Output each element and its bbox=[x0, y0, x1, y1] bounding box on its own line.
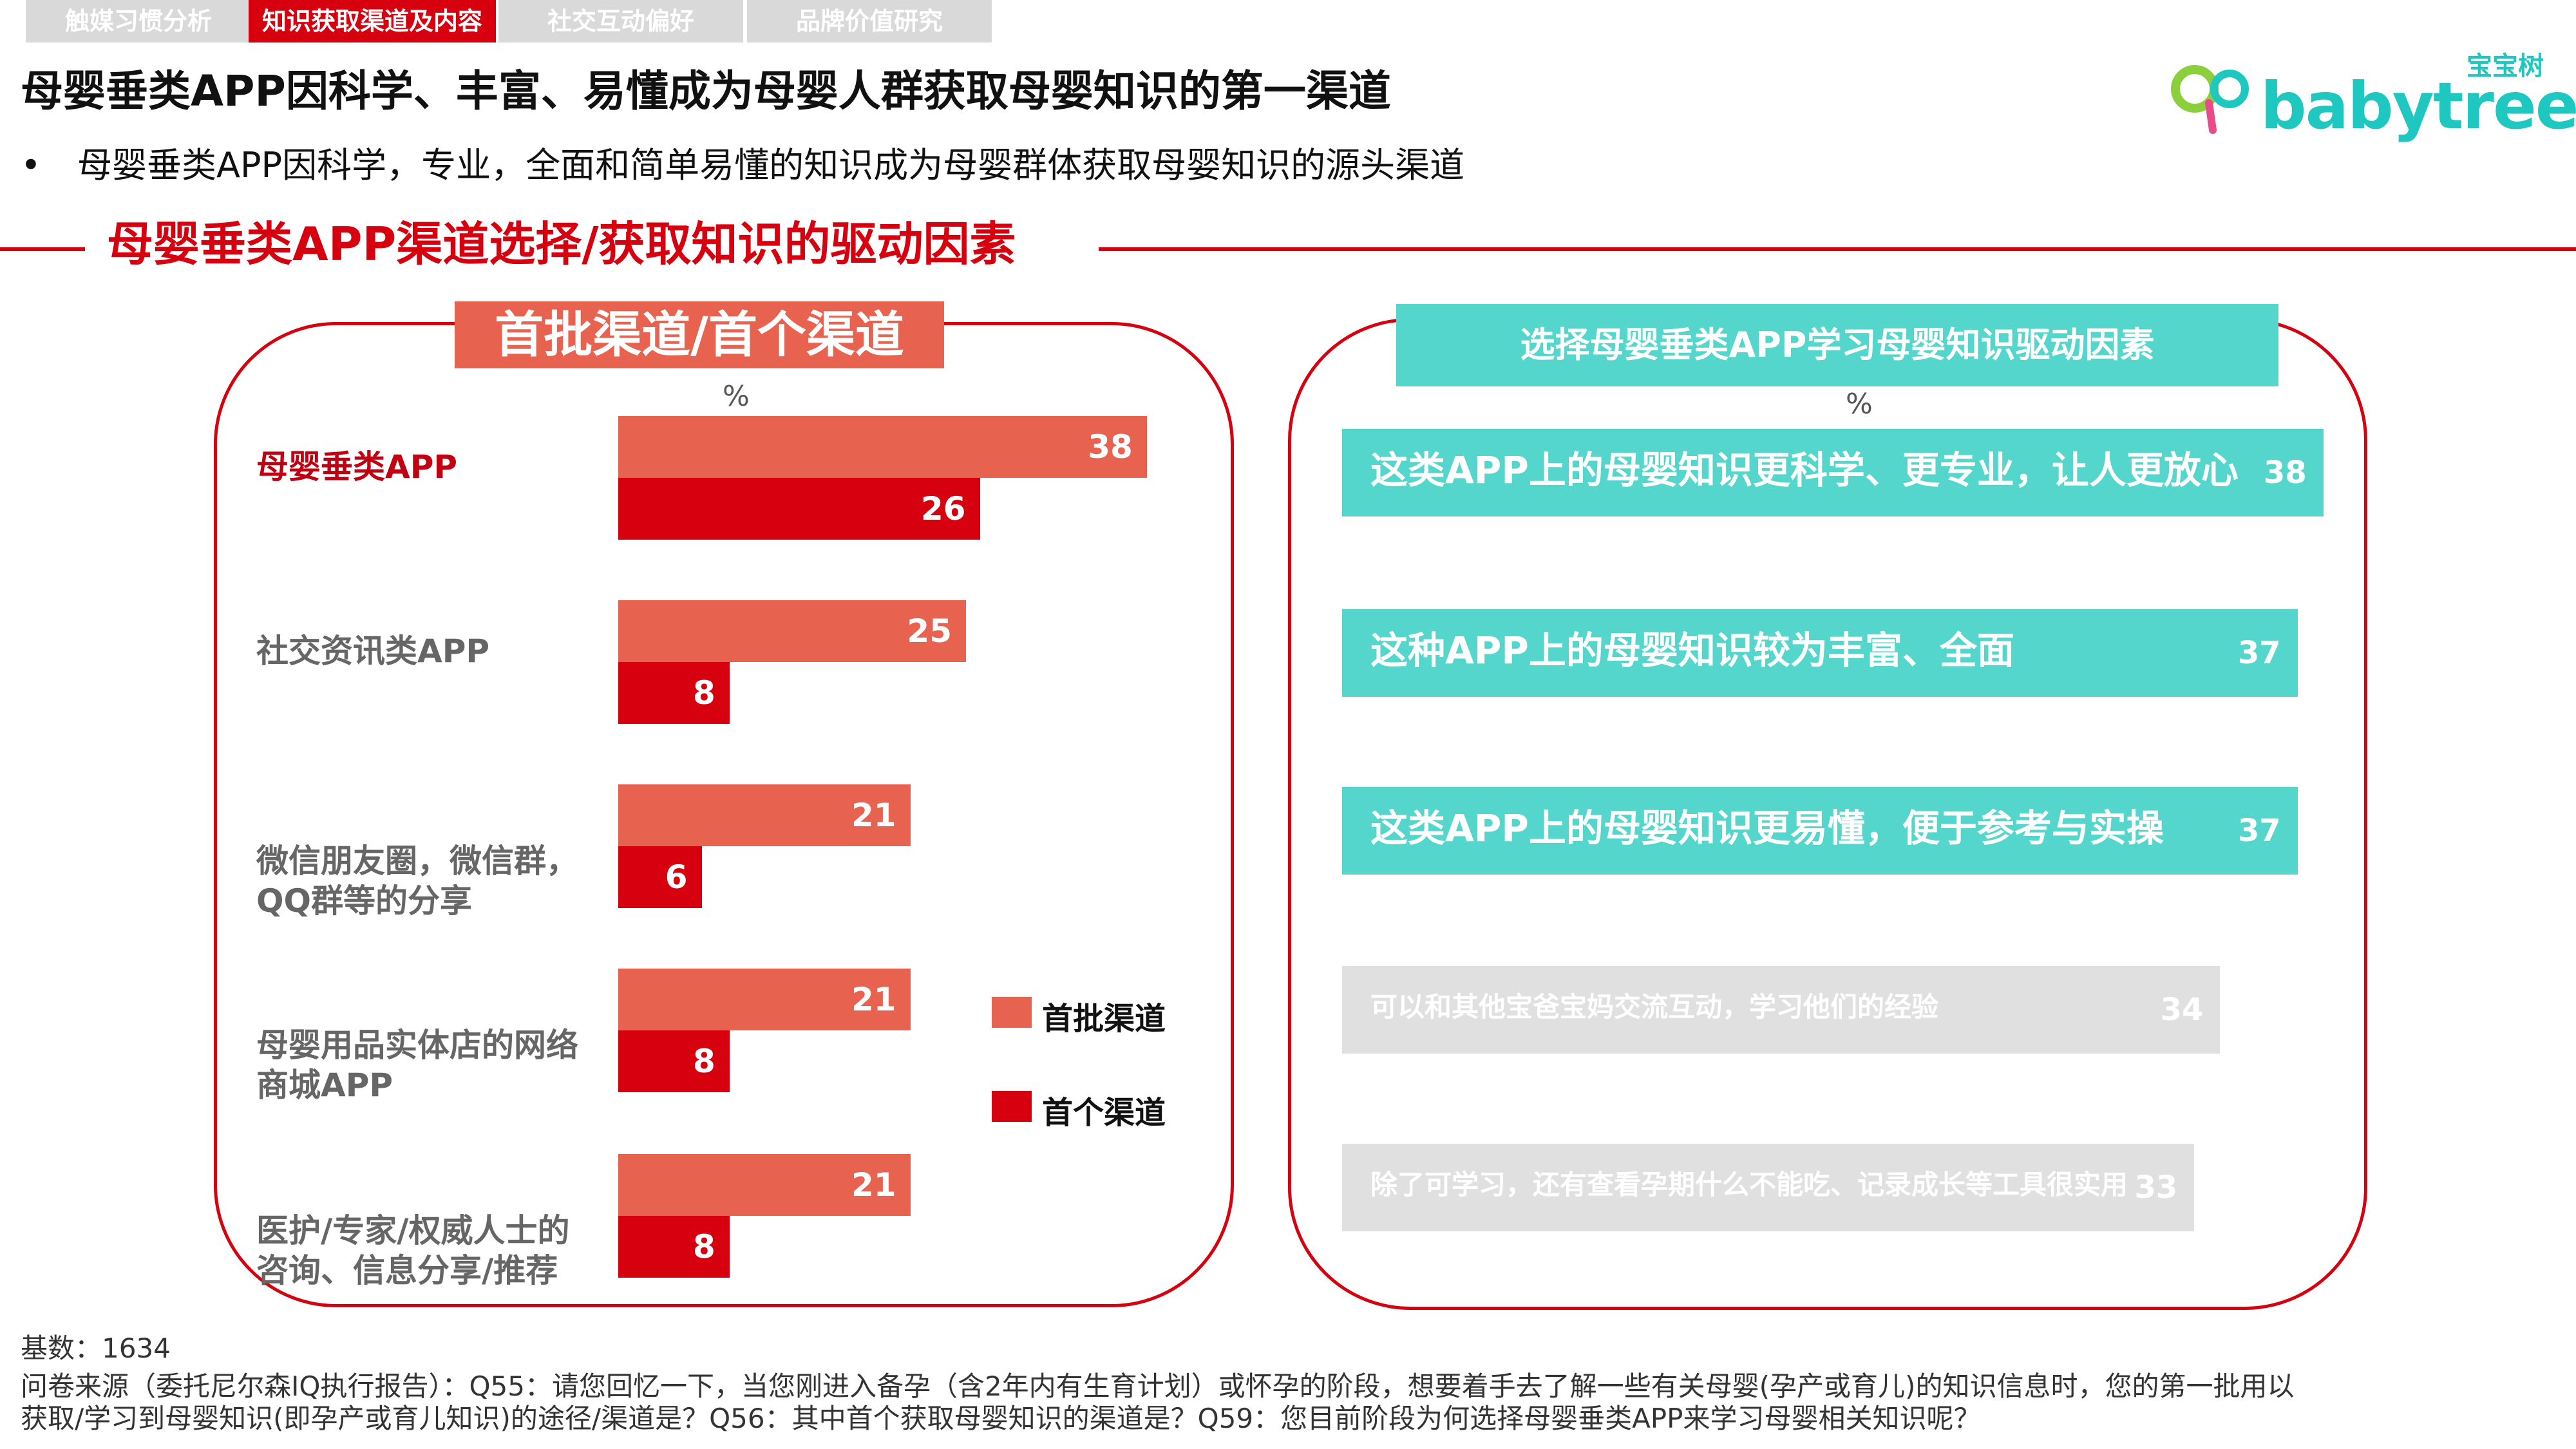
driver-label: 可以和其他宝爸宝妈交流互动，学习他们的经验 bbox=[1370, 991, 1939, 1023]
right-chart-title: 选择母婴垂类APP学习母婴知识驱动因素 bbox=[1396, 304, 2278, 386]
source-note: 问卷来源（委托尼尔森IQ执行报告）：Q55：请您回忆一下，当您刚进入备孕（含2年… bbox=[21, 1370, 2295, 1434]
driver-bar: 这类APP上的母婴知识更易懂，便于参考与实操 37 bbox=[1342, 787, 2298, 875]
babytree-logo: 宝宝树 babytree bbox=[2170, 45, 2576, 144]
page-title: 母婴垂类APP因科学、丰富、易懂成为母婴人群获取母婴知识的第一渠道 bbox=[21, 66, 1391, 116]
tab-social-interaction[interactable]: 社交互动偏好 bbox=[498, 0, 743, 43]
right-unit-label: % bbox=[1846, 388, 1873, 421]
driver-value-label: 34 bbox=[2160, 992, 2204, 1028]
bar-first-channel: 8 bbox=[618, 1030, 730, 1092]
logo-mark-icon bbox=[2171, 65, 2249, 134]
bar-first-batch: 25 bbox=[618, 600, 966, 662]
bar-first-channel: 8 bbox=[618, 1216, 730, 1278]
category-label-line: 母婴用品实体店的网络 bbox=[256, 1027, 578, 1064]
category-label: 母婴垂类APP bbox=[256, 447, 604, 487]
bar-value-label: 8 bbox=[693, 1228, 715, 1265]
tab-brand-value[interactable]: 品牌价值研究 bbox=[747, 0, 992, 43]
category-label-line: 社交资讯类APP bbox=[256, 632, 489, 670]
left-chart-title: 首批渠道/首个渠道 bbox=[455, 301, 944, 368]
bullet-text: 母婴垂类APP因科学，专业，全面和简单易懂的知识成为母婴群体获取母婴知识的源头渠… bbox=[77, 145, 1465, 185]
tab-media-habits[interactable]: 触媒习惯分析 bbox=[26, 0, 251, 43]
bar-value-label: 25 bbox=[907, 612, 952, 650]
bar-first-channel: 26 bbox=[618, 478, 980, 540]
bar-value-label: 6 bbox=[665, 858, 688, 896]
driver-value-label: 37 bbox=[2237, 813, 2281, 849]
category-label-line: 商城APP bbox=[256, 1066, 393, 1104]
category-label: 医护/专家/权威人士的 咨询、信息分享/推荐 bbox=[256, 1211, 604, 1291]
section-title: 母婴垂类APP渠道选择/获取知识的驱动因素 bbox=[107, 217, 1016, 271]
left-unit-label: % bbox=[723, 380, 750, 413]
driver-label: 这种APP上的母婴知识较为丰富、全面 bbox=[1370, 629, 2014, 672]
driver-bar: 除了可学习，还有查看孕期什么不能吃、记录成长等工具很实用 33 bbox=[1342, 1144, 2195, 1231]
driver-value-label: 33 bbox=[2134, 1170, 2178, 1206]
driver-bar: 可以和其他宝爸宝妈交流互动，学习他们的经验 34 bbox=[1342, 966, 2221, 1054]
category-label-line: 医护/专家/权威人士的 bbox=[256, 1212, 570, 1249]
tab-knowledge-channels[interactable]: 知识获取渠道及内容 bbox=[249, 0, 496, 43]
section-divider-left bbox=[0, 247, 85, 251]
driver-bar: 这种APP上的母婴知识较为丰富、全面 37 bbox=[1342, 609, 2298, 697]
logo-wordmark: babytree bbox=[2260, 68, 2576, 144]
bar-value-label: 21 bbox=[851, 797, 896, 834]
section-divider-right bbox=[1099, 247, 2576, 251]
driver-label: 除了可学习，还有查看孕期什么不能吃、记录成长等工具很实用 bbox=[1370, 1169, 2128, 1200]
bar-first-channel: 8 bbox=[618, 662, 730, 724]
bar-value-label: 8 bbox=[693, 674, 715, 712]
bar-value-label: 26 bbox=[921, 490, 966, 527]
driver-label: 这类APP上的母婴知识更科学、更专业，让人更放心 bbox=[1370, 448, 2239, 492]
sample-base: 基数：1634 bbox=[21, 1332, 171, 1364]
category-label: 社交资讯类APP bbox=[256, 631, 604, 671]
category-label-line: 母婴垂类APP bbox=[256, 448, 457, 486]
legend-swatch-first-batch bbox=[992, 997, 1032, 1028]
driver-value-label: 37 bbox=[2237, 635, 2281, 671]
category-label-line: 微信朋友圈，微信群， bbox=[256, 842, 578, 880]
category-label: 母婴用品实体店的网络 商城APP bbox=[256, 1025, 604, 1105]
bar-first-batch: 21 bbox=[618, 969, 911, 1030]
driver-bar: 这类APP上的母婴知识更科学、更专业，让人更放心 38 bbox=[1342, 429, 2324, 516]
summary-bullet: • 母婴垂类APP因科学，专业，全面和简单易懂的知识成为母婴群体获取母婴知识的源头… bbox=[21, 137, 1464, 187]
bar-value-label: 38 bbox=[1088, 428, 1133, 466]
category-label: 微信朋友圈，微信群， QQ群等的分享 bbox=[256, 841, 604, 921]
bar-first-batch: 21 bbox=[618, 784, 911, 846]
legend-label-first-batch: 首批渠道 bbox=[1042, 1001, 1166, 1037]
bar-first-batch: 38 bbox=[618, 416, 1147, 478]
driver-value-label: 38 bbox=[2264, 455, 2307, 491]
driver-label: 这类APP上的母婴知识更易懂，便于参考与实操 bbox=[1370, 806, 2164, 850]
bar-value-label: 8 bbox=[693, 1043, 715, 1080]
logo-chinese-name: 宝宝树 bbox=[2467, 52, 2544, 81]
bar-value-label: 21 bbox=[851, 1166, 896, 1204]
bar-first-batch: 21 bbox=[618, 1154, 911, 1216]
legend-swatch-first-channel bbox=[992, 1091, 1032, 1122]
bullet-marker: • bbox=[21, 145, 41, 185]
category-label-line: 咨询、信息分享/推荐 bbox=[256, 1252, 558, 1289]
bar-first-channel: 6 bbox=[618, 846, 702, 908]
category-label-line: QQ群等的分享 bbox=[256, 882, 473, 920]
legend-label-first-channel: 首个渠道 bbox=[1042, 1095, 1166, 1131]
bar-value-label: 21 bbox=[851, 981, 896, 1018]
